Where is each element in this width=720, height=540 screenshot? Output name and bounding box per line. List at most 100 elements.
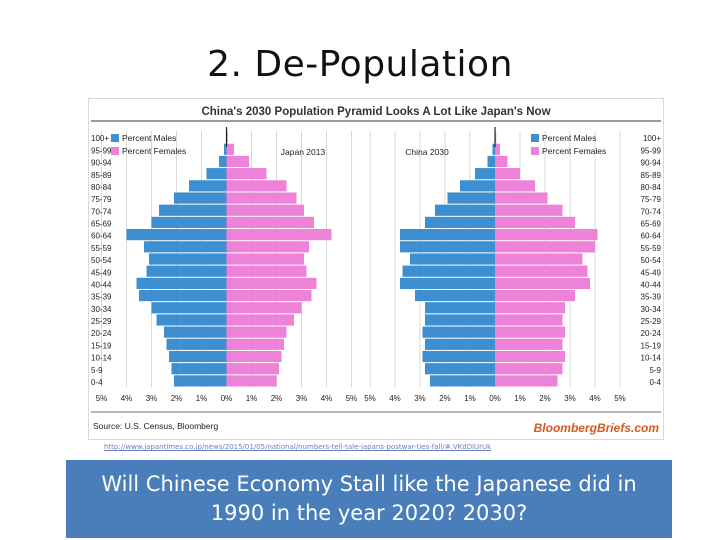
china-2030-female-bar: [495, 314, 563, 326]
japan-2013-female-bar: [226, 216, 314, 229]
japan-2013-legend-swatch-males: [111, 134, 119, 142]
china-2030-age-label: 75-79: [641, 195, 662, 204]
china-2030-female-bar: [495, 143, 500, 155]
china-2030-female-bar: [495, 131, 497, 143]
china-2030-legend-swatch-males: [531, 134, 539, 142]
japan-2013-age-label: 70-74: [91, 207, 112, 216]
china-2030-age-label: 85-89: [641, 171, 662, 180]
japan-2013-female-bar: [226, 277, 317, 289]
japan-2013-xtick-label: 5%: [346, 394, 358, 403]
japan-2013-male-bar: [136, 277, 227, 289]
japan-2013-legend-label-males: Percent Males: [122, 133, 176, 143]
japan-2013-female-bar: [226, 302, 302, 314]
china-2030-female-bar: [495, 192, 548, 204]
china-2030-age-label: 10-14: [641, 354, 662, 363]
china-2030-xtick-label: 4%: [589, 394, 601, 403]
japan-2013-age-label: 40-44: [91, 280, 112, 289]
china-2030-male-bar: [425, 314, 495, 326]
china-2030-male-bar: [430, 375, 495, 387]
china-2030-male-bar: [425, 363, 495, 375]
china-2030-age-label: 5-9: [649, 366, 661, 375]
china-2030-female-bar: [495, 277, 590, 289]
japan-2013-male-bar: [139, 289, 227, 302]
china-2030-female-bar: [495, 180, 535, 192]
japan-2013-xtick-label: 0%: [221, 394, 233, 403]
japan-2013-xtick-label: 3%: [296, 394, 308, 403]
japan-2013-male-bar: [166, 338, 227, 350]
china-2030-legend-label-males: Percent Males: [542, 133, 596, 143]
japan-2013-male-bar: [156, 314, 227, 326]
japan-2013-female-bar: [226, 375, 277, 387]
china-2030-male-bar: [402, 265, 495, 277]
china-2030-female-bar: [495, 363, 563, 375]
china-2030-female-bar: [495, 229, 598, 241]
china-2030-xtick-label: 3%: [564, 394, 576, 403]
japan-2013-age-label: 95-99: [91, 146, 112, 155]
japan-2013-male-bar: [126, 229, 227, 241]
china-2030-female-bar: [495, 265, 588, 277]
china-2030-age-label: 55-59: [641, 244, 662, 253]
japan-2013-female-bar: [226, 363, 279, 375]
question-text: Will Chinese Economy Stall like the Japa…: [101, 472, 637, 525]
china-2030-female-bar: [495, 326, 565, 338]
chart-header-title: China's 2030 Population Pyramid Looks A …: [201, 106, 550, 118]
china-2030-age-label: 80-84: [641, 183, 662, 192]
china-2030-age-label: 60-64: [641, 232, 662, 241]
china-2030-xtick-label: 1%: [514, 394, 526, 403]
china-2030-female-bar: [495, 289, 575, 302]
china-2030-male-bar: [422, 350, 495, 363]
china-2030-female-bar: [495, 350, 565, 363]
china-2030-age-label: 30-34: [641, 305, 662, 314]
china-2030-legend-swatch-females: [531, 147, 539, 155]
japan-2013-female-bar: [226, 314, 294, 326]
japan-2013-female-bar: [226, 204, 304, 216]
japan-2013-male-bar: [189, 180, 227, 192]
japan-2013-female-bar: [226, 253, 304, 265]
china-2030-male-bar: [425, 338, 495, 350]
china-2030-male-bar: [435, 204, 495, 216]
china-2030-age-label: 20-24: [641, 329, 662, 338]
china-2030-age-label: 15-19: [641, 341, 662, 350]
china-2030-female-bar: [495, 302, 565, 314]
japan-2013-age-label: 30-34: [91, 305, 112, 314]
chart-source-text: Source: U.S. Census, Bloomberg: [93, 421, 218, 431]
japan-2013-age-label: 75-79: [91, 195, 112, 204]
china-2030-age-label: 70-74: [641, 207, 662, 216]
japan-2013-xtick-label: 4%: [321, 394, 333, 403]
japan-2013-xtick-label: 2%: [271, 394, 283, 403]
japan-2013-female-bar: [226, 192, 297, 204]
japan-2013-male-bar: [169, 350, 227, 363]
china-2030-xtick-label: 5%: [614, 394, 626, 403]
japan-2013-xtick-label: 3%: [146, 394, 158, 403]
japan-2013-male-bar: [159, 204, 227, 216]
china-2030-xtick-label: 2%: [539, 394, 551, 403]
china-2030-xtick-label: 3%: [414, 394, 426, 403]
japan-2013-xtick-label: 5%: [96, 394, 108, 403]
japan-2013-age-label: 65-69: [91, 220, 112, 229]
china-2030-female-bar: [495, 216, 575, 229]
japan-2013-female-bar: [226, 265, 307, 277]
population-pyramid-figure: China's 2030 Population Pyramid Looks A …: [88, 98, 664, 440]
china-2030-male-bar: [425, 216, 495, 229]
japan-2013-male-bar: [149, 253, 227, 265]
china-2030-xtick-label: 5%: [364, 394, 376, 403]
china-2030-female-bar: [495, 204, 563, 216]
japan-2013-age-label: 85-89: [91, 171, 112, 180]
japan-2013-xtick-label: 1%: [196, 394, 208, 403]
japan-2013-age-label: 20-24: [91, 329, 112, 338]
china-2030-xtick-label: 0%: [489, 394, 501, 403]
chart-brand-text: BloombergBriefs.com: [534, 421, 660, 435]
china-2030-xtick-label: 2%: [439, 394, 451, 403]
china-2030-male-bar: [410, 253, 495, 265]
japan-2013-age-label: 15-19: [91, 341, 112, 350]
source-url-link[interactable]: http://www.japantimes.co.jp/news/2015/01…: [104, 443, 492, 451]
china-2030-female-bar: [495, 375, 558, 387]
japan-2013-xtick-label: 1%: [246, 394, 258, 403]
slide-title: 2. De-Population: [207, 44, 513, 85]
china-2030-male-bar: [460, 180, 495, 192]
japan-2013-female-bar: [226, 131, 228, 143]
china-2030-legend-label-females: Percent Females: [542, 146, 606, 156]
japan-2013-female-bar: [226, 338, 284, 350]
japan-2013-male-bar: [151, 216, 227, 229]
china-2030-male-bar: [475, 168, 495, 180]
